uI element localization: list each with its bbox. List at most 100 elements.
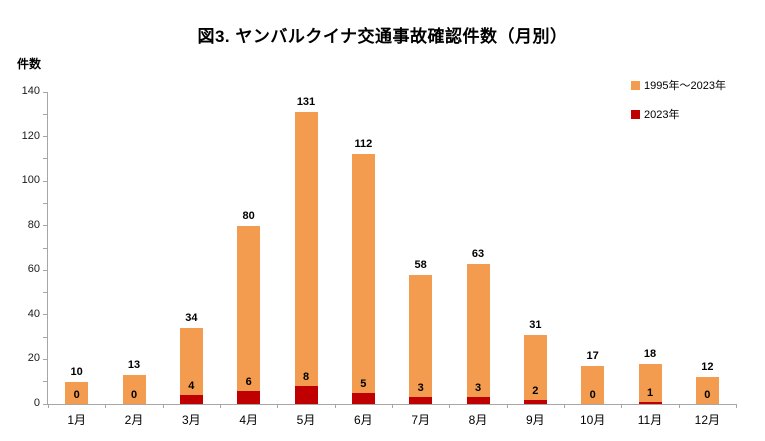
bar-month-4 xyxy=(237,225,261,404)
legend-swatch-total-icon xyxy=(631,80,640,90)
bar-segment-total xyxy=(351,154,375,404)
y-axis-tick-label: 60 xyxy=(27,263,40,276)
x-axis-category-label: 2月 xyxy=(124,413,144,427)
x-axis-tick xyxy=(507,404,508,408)
bar-segment-2023 xyxy=(409,397,433,404)
y-axis-tick xyxy=(43,292,47,294)
bar-month-11 xyxy=(638,363,662,404)
bar-2023-label: 0 xyxy=(130,389,138,401)
plot-area: 0 20 40 60 80 100 120 140 10 0 1月 13 0 2月 34 4 3月 80 6 4月 13… xyxy=(22,85,737,427)
bar-total-label: 34 xyxy=(185,312,198,325)
bar-month-7 xyxy=(409,274,433,404)
bar-segment-total xyxy=(466,263,490,404)
x-axis-tick xyxy=(736,404,737,408)
y-axis-tick xyxy=(43,358,47,360)
x-axis-category-label: 12月 xyxy=(694,413,720,427)
x-axis-tick xyxy=(105,404,106,408)
bar-total-label: 10 xyxy=(70,365,83,378)
bar-segment-total xyxy=(122,375,146,404)
y-axis-tick xyxy=(43,269,47,271)
bar-month-9 xyxy=(523,334,547,404)
y-axis-tick xyxy=(43,180,47,182)
bar-segment-2023 xyxy=(466,397,490,404)
bar-total-label: 12 xyxy=(701,361,714,374)
x-axis-tick xyxy=(48,404,49,408)
y-axis-tick xyxy=(43,314,47,316)
y-axis-tick xyxy=(43,225,47,227)
y-axis-tick-label: 140 xyxy=(21,85,40,97)
y-axis-tick xyxy=(43,158,47,160)
x-axis-category-label: 8月 xyxy=(468,413,488,427)
bar-month-8 xyxy=(466,263,490,404)
x-axis-tick xyxy=(449,404,450,408)
x-axis-tick xyxy=(621,404,622,408)
bar-month-12 xyxy=(695,377,719,404)
bar-segment-total xyxy=(523,334,547,404)
bar-2023-label: 0 xyxy=(704,389,711,401)
bar-segment-2023 xyxy=(523,399,547,404)
y-axis-tick xyxy=(43,381,47,383)
bar-segment-total xyxy=(294,112,318,404)
x-axis-tick xyxy=(564,404,565,408)
legend-item-total: 1995年～2023年 xyxy=(631,77,726,93)
chart-title: 図3. ヤンバルクイナ交通事故確認件数（月別） xyxy=(197,27,568,46)
bar-segment-total xyxy=(695,377,719,404)
bar-total-label: 112 xyxy=(354,138,373,151)
bar-month-3 xyxy=(179,328,203,404)
y-axis-tick-label: 40 xyxy=(27,307,40,320)
y-axis-tick xyxy=(43,247,47,249)
bar-total-label: 131 xyxy=(296,96,316,109)
x-axis-category-label: 11月 xyxy=(637,413,663,427)
y-axis-tick-label: 100 xyxy=(21,174,40,187)
bar-2023-label: 0 xyxy=(589,389,596,401)
y-axis-tick-label: 20 xyxy=(27,352,40,365)
x-axis-category-label: 4月 xyxy=(239,413,258,427)
y-axis-tick-label: 0 xyxy=(33,397,40,409)
bar-segment-total xyxy=(581,366,605,404)
y-axis-unit-label: 件数 xyxy=(17,57,42,71)
x-axis-tick xyxy=(220,404,221,408)
bar-segment-total xyxy=(65,381,89,404)
x-axis-category-label: 9月 xyxy=(525,413,545,427)
bar-total-label: 80 xyxy=(242,209,255,222)
bar-2023-label: 4 xyxy=(188,380,195,393)
bar-month-2 xyxy=(122,375,146,404)
bar-total-label: 58 xyxy=(414,258,427,271)
bar-segment-2023 xyxy=(351,392,375,404)
y-axis-tick-label: 120 xyxy=(21,129,40,142)
y-axis-tick xyxy=(43,113,47,115)
bar-month-1 xyxy=(65,381,89,404)
bar-segment-total xyxy=(409,274,433,404)
bar-month-6 xyxy=(351,154,375,404)
x-axis-category-label: 10月 xyxy=(579,413,606,427)
bar-2023-label: 5 xyxy=(360,377,367,390)
x-axis-category-label: 3月 xyxy=(181,413,201,427)
bar-total-label: 13 xyxy=(127,359,141,372)
x-axis-category-label: 6月 xyxy=(353,413,373,427)
bar-month-10 xyxy=(581,366,605,404)
bar-month-5 xyxy=(294,112,318,404)
x-axis-tick xyxy=(392,404,393,408)
bar-2023-label: 1 xyxy=(646,386,654,399)
x-axis-category-label: 7月 xyxy=(411,413,430,427)
bar-total-label: 63 xyxy=(471,247,485,260)
y-axis-tick-label: 80 xyxy=(27,218,40,231)
x-axis-tick xyxy=(335,404,336,408)
legend-swatch-2023-icon xyxy=(631,109,640,119)
x-axis-category-label: 5月 xyxy=(296,413,316,427)
y-axis-tick xyxy=(43,403,47,405)
y-axis-tick xyxy=(43,336,47,338)
bar-2023-label: 2 xyxy=(532,384,539,397)
x-axis-tick xyxy=(277,404,278,408)
bar-total-label: 18 xyxy=(643,347,657,360)
y-axis-tick xyxy=(43,202,47,204)
bar-total-label: 31 xyxy=(529,318,542,331)
bar-2023-label: 3 xyxy=(474,382,482,395)
bar-segment-total xyxy=(237,225,261,404)
legend-label-total: 1995年～2023年 xyxy=(644,80,726,92)
bar-segment-total xyxy=(638,363,662,404)
x-axis-category-label: 1月 xyxy=(67,413,87,427)
bar-segment-2023 xyxy=(237,390,261,404)
y-axis-tick xyxy=(43,136,47,138)
